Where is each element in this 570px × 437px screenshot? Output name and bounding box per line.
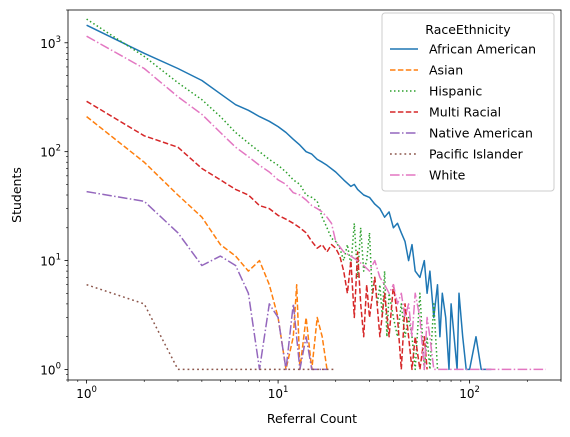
legend-title: RaceEthnicity [425,22,511,37]
x-tick-label: 101 [268,385,289,401]
series-layer [86,18,546,371]
y-axis-label: Students [9,167,24,223]
legend-label: African American [429,42,536,57]
legend-label: Hispanic [429,84,482,99]
legend: RaceEthnicity African American Asian Hispa… [381,12,555,192]
y-tick-label: 100 [40,361,61,377]
legend-label: White [429,168,466,183]
legend-label: Native American [429,126,533,141]
x-axis: 100 101 102 [67,380,562,401]
y-tick-label: 101 [40,253,61,269]
legend-label: Pacific Islander [429,147,524,162]
legend-label: Asian [429,63,463,78]
legend-box [381,12,555,192]
x-tick-label: 100 [76,385,97,401]
x-axis-label: Referral Count [267,411,357,426]
series-line-6 [86,35,546,371]
series-line-0 [86,24,492,371]
y-tick-label: 102 [40,144,61,160]
y-tick-label: 103 [40,35,61,51]
series-line-4 [86,190,327,371]
x-tick-label: 102 [459,385,480,401]
legend-label: Multi Racial [429,105,501,120]
y-axis: 100 101 102 103 [40,9,68,381]
series-line-3 [86,100,428,371]
